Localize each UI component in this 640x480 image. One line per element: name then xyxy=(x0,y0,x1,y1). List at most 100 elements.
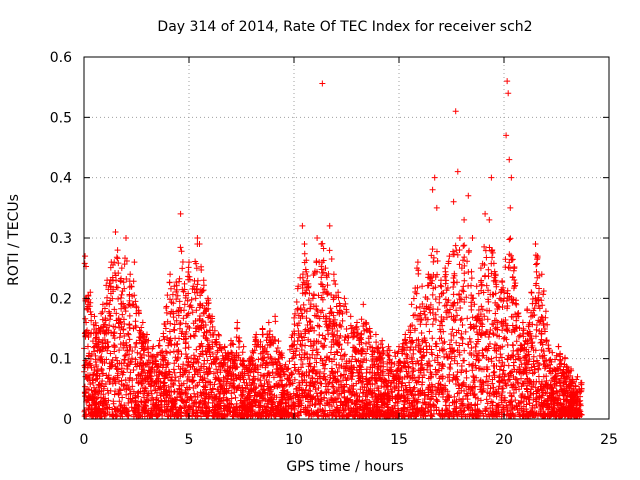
roti-point xyxy=(420,366,427,373)
roti-point xyxy=(132,356,139,363)
roti-point xyxy=(359,405,366,412)
roti-point xyxy=(368,357,375,364)
roti-point xyxy=(563,397,570,404)
roti-point xyxy=(142,376,149,383)
roti-point xyxy=(182,367,189,374)
roti-point xyxy=(344,396,351,403)
roti-point xyxy=(384,366,391,373)
roti-point xyxy=(470,352,477,359)
roti-point xyxy=(314,235,321,241)
roti-point xyxy=(158,398,165,405)
roti-point xyxy=(177,366,184,373)
roti-point xyxy=(473,317,480,324)
roti-point xyxy=(264,334,271,341)
roti-point xyxy=(226,355,233,362)
roti-point xyxy=(121,357,128,364)
roti-point xyxy=(365,339,372,346)
roti-point xyxy=(389,393,396,400)
roti-point xyxy=(443,397,450,404)
roti-point xyxy=(249,358,256,365)
roti-point xyxy=(189,309,196,316)
roti-point xyxy=(173,410,180,417)
roti-point xyxy=(179,259,186,266)
roti-point xyxy=(489,321,496,328)
roti-point xyxy=(328,343,335,350)
roti-point xyxy=(114,255,121,262)
roti-point xyxy=(115,260,122,267)
roti-point xyxy=(428,252,435,259)
roti-point xyxy=(103,356,110,363)
roti-point xyxy=(166,328,173,335)
roti-point xyxy=(116,347,123,354)
roti-point xyxy=(217,378,224,385)
roti-point xyxy=(485,287,492,294)
roti-point xyxy=(122,308,129,315)
roti-point xyxy=(506,236,513,243)
roti-point xyxy=(421,409,428,416)
roti-point xyxy=(245,412,252,419)
roti-point xyxy=(366,377,373,384)
roti-point xyxy=(523,386,530,393)
roti-point xyxy=(443,314,450,321)
roti-point xyxy=(563,368,570,375)
roti-point xyxy=(477,265,484,272)
roti-point xyxy=(534,254,541,261)
roti-point xyxy=(212,339,219,346)
roti-point xyxy=(186,259,192,266)
roti-point xyxy=(244,382,251,389)
roti-point xyxy=(113,310,120,317)
roti-point xyxy=(413,413,420,420)
roti-point xyxy=(118,305,125,312)
roti-point xyxy=(448,355,455,362)
roti-point xyxy=(384,411,391,418)
roti-point xyxy=(209,323,216,330)
roti-point xyxy=(165,368,172,375)
roti-point xyxy=(321,335,328,342)
roti-point xyxy=(490,330,497,337)
roti-point xyxy=(339,356,346,363)
roti-point xyxy=(181,280,188,287)
roti-point xyxy=(288,334,295,341)
roti-point xyxy=(265,319,272,326)
roti-point xyxy=(442,271,449,278)
roti-point xyxy=(160,362,167,369)
roti-point xyxy=(334,388,341,395)
roti-point xyxy=(212,374,219,381)
roti-point xyxy=(231,360,238,367)
roti-point xyxy=(536,285,543,292)
roti-point xyxy=(343,326,350,333)
roti-point xyxy=(157,407,164,414)
roti-point xyxy=(352,401,359,408)
roti-point xyxy=(500,376,507,383)
roti-point xyxy=(293,385,300,392)
roti-point xyxy=(553,352,560,359)
roti-point xyxy=(482,330,489,337)
roti-point xyxy=(423,305,430,312)
roti-point xyxy=(311,355,318,362)
roti-point xyxy=(107,350,114,357)
roti-point xyxy=(454,168,461,175)
roti-point xyxy=(486,413,493,420)
roti-point xyxy=(105,308,112,315)
roti-point xyxy=(309,400,316,407)
roti-point xyxy=(478,287,485,294)
roti-point xyxy=(177,210,184,217)
roti-point xyxy=(166,337,173,344)
roti-point xyxy=(398,412,405,419)
roti-point xyxy=(149,364,156,371)
roti-point xyxy=(471,390,478,397)
roti-point xyxy=(137,412,144,419)
roti-point xyxy=(485,266,492,273)
roti-point xyxy=(138,381,145,388)
roti-point xyxy=(121,404,128,411)
roti-point xyxy=(184,353,191,360)
roti-point xyxy=(243,364,250,371)
roti-point xyxy=(336,300,343,307)
roti-point xyxy=(414,259,421,266)
roti-point xyxy=(362,340,369,347)
roti-point xyxy=(82,373,89,380)
roti-point xyxy=(573,394,580,401)
roti-point xyxy=(157,349,164,356)
roti-point xyxy=(306,360,313,367)
roti-point xyxy=(413,290,420,297)
